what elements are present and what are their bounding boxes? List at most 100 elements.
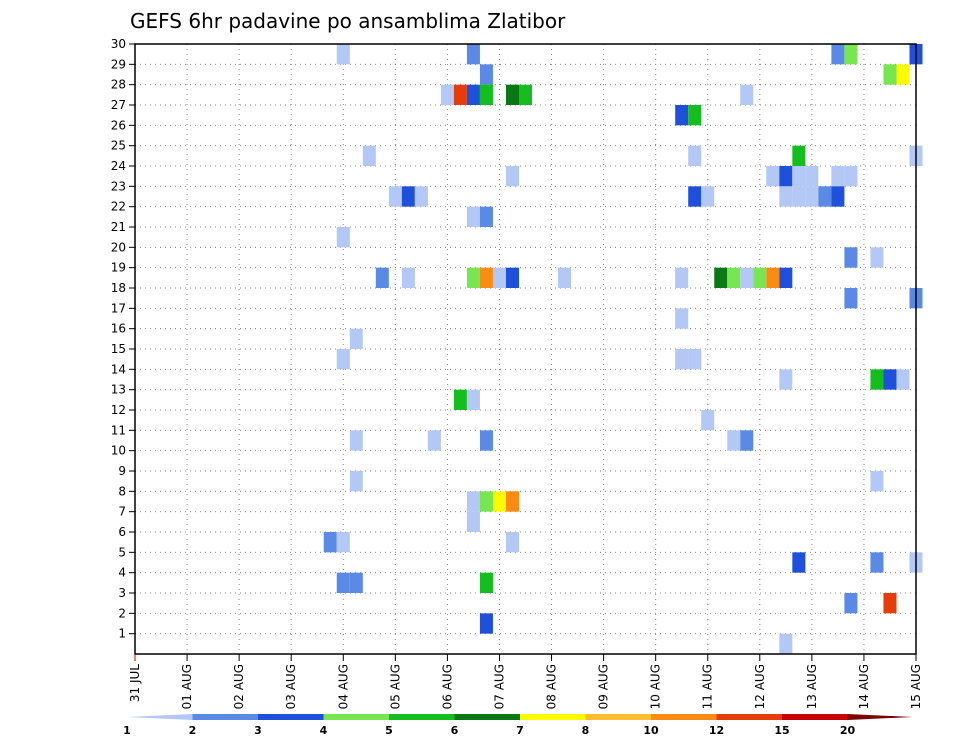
heatmap-cell — [401, 267, 415, 288]
y-tick-label: 28 — [111, 78, 126, 92]
heatmap-cell — [349, 572, 363, 593]
y-tick-label: 15 — [111, 342, 126, 356]
heatmap-cell — [675, 308, 689, 329]
legend-label: 6 — [451, 724, 459, 737]
heatmap-cell — [831, 186, 845, 207]
y-tick-label: 11 — [111, 423, 126, 437]
legend-swatch — [389, 714, 455, 720]
x-tick-label: 08 AUG — [545, 664, 559, 709]
heatmap-cell — [870, 247, 884, 268]
x-tick-label: 03 AUG — [284, 664, 298, 709]
heatmap-cell — [505, 532, 519, 553]
legend-label: 5 — [385, 724, 393, 737]
y-tick-label: 29 — [111, 57, 126, 71]
x-tick-label: 06 AUG — [440, 664, 454, 709]
heatmap-cell — [414, 186, 428, 207]
x-axis: 31 JUL 01 AUG 02 AUG 03 AUG 04 AUG 05 AUG 06 A… — [128, 654, 923, 709]
legend-swatch — [127, 714, 193, 720]
heatmap-cell — [427, 430, 441, 451]
heatmap-cell — [466, 511, 480, 532]
heatmap-cell — [492, 267, 506, 288]
legend-label: 7 — [516, 724, 524, 737]
legend-swatch — [454, 714, 521, 720]
heatmap-cell — [558, 267, 572, 288]
heatmap-cell — [675, 349, 689, 370]
legend-label: 8 — [582, 724, 590, 737]
legend-swatch — [192, 714, 259, 720]
y-tick-label: 27 — [111, 98, 126, 112]
y-tick-label: 22 — [111, 200, 126, 214]
heatmap-cell — [870, 471, 884, 492]
heatmap-cell — [818, 186, 832, 207]
heatmap-cell — [805, 186, 819, 207]
heatmap-cell — [688, 145, 702, 166]
heatmap-cell — [349, 471, 363, 492]
heatmap-cell — [479, 491, 493, 512]
heatmap-cell — [831, 44, 845, 65]
heatmap-cell — [844, 593, 858, 614]
heatmap-cell — [479, 84, 493, 105]
x-tick-label: 10 AUG — [649, 664, 663, 709]
heatmap-cell — [740, 267, 754, 288]
x-tick-label: 15 AUG — [909, 664, 923, 709]
heatmap-cell — [505, 491, 519, 512]
heatmap-cell — [375, 267, 389, 288]
x-tick-label: 01 AUG — [180, 664, 194, 709]
heatmap-cell — [727, 267, 741, 288]
y-tick-label: 10 — [111, 444, 126, 458]
heatmap-cell — [492, 491, 506, 512]
heatmap-cell — [505, 166, 519, 187]
x-tick-label: 12 AUG — [753, 664, 767, 709]
heatmap-cell — [844, 44, 858, 65]
legend-swatch — [585, 714, 652, 720]
heatmap-cell — [883, 369, 897, 390]
heatmap-cell — [792, 145, 806, 166]
y-axis: 1234567891011121314151617181920212223242… — [111, 37, 135, 641]
heatmap-cell — [883, 64, 897, 85]
y-tick-label: 30 — [111, 37, 126, 51]
y-tick-label: 14 — [111, 362, 126, 376]
legend-swatch — [323, 714, 390, 720]
heatmap-cell — [505, 267, 519, 288]
y-tick-label: 6 — [118, 525, 126, 539]
heatmap-cell — [349, 430, 363, 451]
heatmap-cell — [336, 572, 350, 593]
heatmap-cell — [466, 206, 480, 227]
heatmap-cell — [896, 369, 910, 390]
heatmap-cell — [870, 552, 884, 573]
legend-swatch — [520, 714, 586, 720]
heatmap-cell — [701, 410, 715, 431]
heatmap-cell — [505, 84, 519, 105]
heatmap-cell — [896, 64, 910, 85]
heatmap-cell — [701, 186, 715, 207]
y-tick-label: 5 — [118, 545, 126, 559]
x-tick-label: 13 AUG — [805, 664, 819, 709]
x-tick-label: 07 AUG — [492, 664, 506, 709]
heatmap-cell — [714, 267, 728, 288]
legend-swatch — [716, 714, 783, 720]
y-tick-label: 1 — [118, 627, 126, 641]
heatmap-cell — [844, 166, 858, 187]
y-tick-label: 13 — [111, 383, 126, 397]
y-tick-label: 17 — [111, 301, 126, 315]
heatmap-cell — [466, 84, 480, 105]
legend-label: 1 — [123, 724, 131, 737]
legend-swatch — [782, 714, 848, 720]
heatmap-cell — [323, 532, 337, 553]
y-tick-label: 21 — [111, 220, 126, 234]
heatmap-cell — [779, 369, 793, 390]
heatmap-cell — [453, 84, 467, 105]
heatmap-cell — [883, 593, 897, 614]
heatmap-cell — [844, 288, 858, 309]
heatmap-cell — [388, 186, 402, 207]
x-tick-label: 14 AUG — [857, 664, 871, 709]
heatmap-cell — [792, 166, 806, 187]
chart-title: GEFS 6hr padavine po ansamblima Zlatibor — [130, 9, 566, 33]
heatmap-cell — [401, 186, 415, 207]
y-tick-label: 26 — [111, 118, 126, 132]
heatmap-cell — [675, 105, 689, 126]
heatmap-cell — [727, 430, 741, 451]
legend-swatch — [258, 714, 324, 720]
heatmap-cell — [466, 44, 480, 65]
